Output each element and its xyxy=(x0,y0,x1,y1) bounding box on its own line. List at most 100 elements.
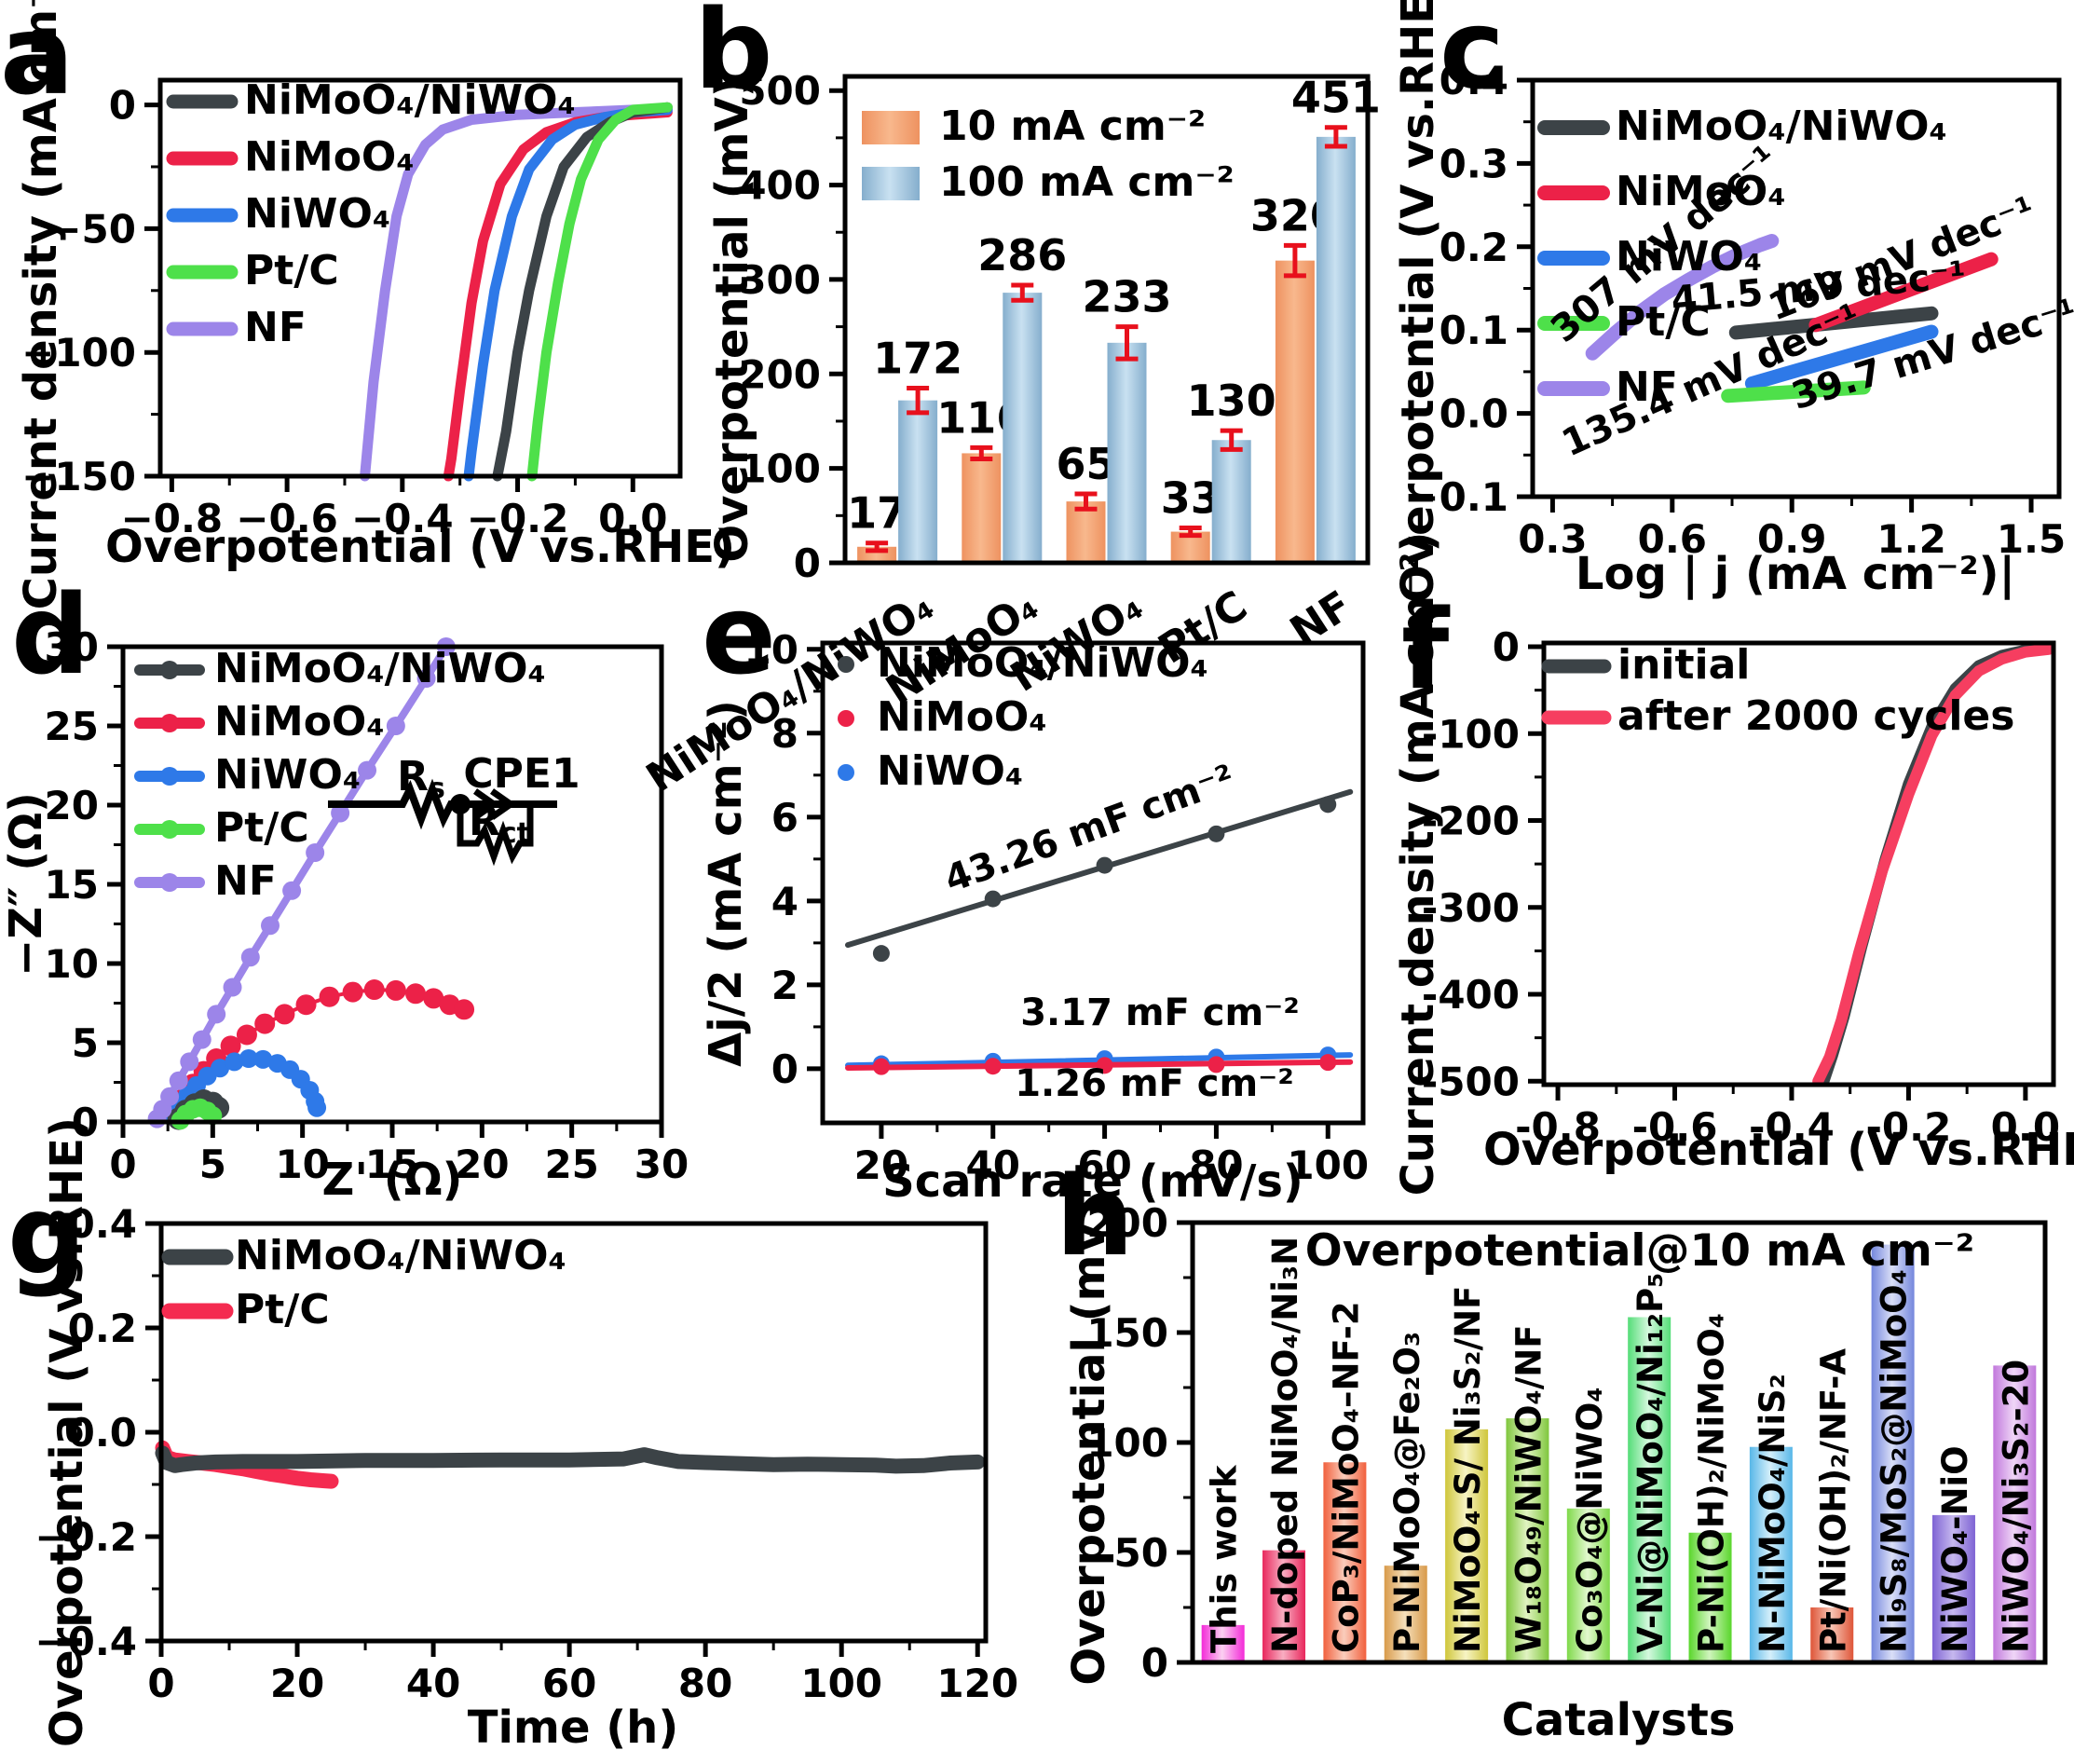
svg-text:Log | j (mA cm⁻²)|: Log | j (mA cm⁻²)| xyxy=(1576,548,2015,600)
svg-text:50: 50 xyxy=(1114,1530,1168,1576)
panel-b-overpotential-bars: b 17 172 NiMoO₄/NiWO₄ 116 286 NiMoO₄ 65 233 NiWO… xyxy=(638,0,1388,802)
svg-text:0.1: 0.1 xyxy=(1440,308,1508,353)
svg-text:NiWO₄: NiWO₄ xyxy=(877,747,1023,795)
svg-text:Overpotential (V vs.RHE): Overpotential (V vs.RHE) xyxy=(41,1117,93,1747)
capacitance-chart: 20 40 60 80 100 0 2 4 6 8 10 Scan rate (mV/s) Δj/2 (… xyxy=(700,627,1369,1208)
panel-letter-a: a xyxy=(0,0,75,119)
svg-text:0: 0 xyxy=(794,540,821,586)
svg-text:-200: -200 xyxy=(1422,799,1520,844)
svg-text:NiMoO₄/NiWO₄: NiMoO₄/NiWO₄ xyxy=(214,645,546,692)
svg-text:−0.6: −0.6 xyxy=(236,496,338,541)
svg-text:100: 100 xyxy=(800,1661,882,1706)
svg-text:20: 20 xyxy=(455,1142,509,1187)
svg-text:NiMoO₄: NiMoO₄ xyxy=(244,133,415,181)
svg-text:−0.8: −0.8 xyxy=(121,496,224,541)
svg-text:−100: −100 xyxy=(21,330,136,376)
svg-text:Co₃O₄@NiWO₄: Co₃O₄@NiWO₄ xyxy=(1570,1387,1610,1653)
svg-text:-0.4: -0.4 xyxy=(1749,1104,1835,1150)
panel-letter-b: b xyxy=(694,0,773,114)
svg-text:40: 40 xyxy=(406,1661,460,1706)
svg-text:after 2000 cycles: after 2000 cycles xyxy=(1617,692,2014,740)
panel-letter-f: f xyxy=(1401,585,1450,714)
svg-text:-500: -500 xyxy=(1422,1059,1520,1104)
svg-text:0.6: 0.6 xyxy=(1638,516,1707,562)
svg-text:15: 15 xyxy=(365,1142,419,1187)
svg-text:−Z″ (Ω): −Z″ (Ω) xyxy=(0,792,52,977)
svg-text:CPE1: CPE1 xyxy=(463,750,580,798)
svg-text:Z' (Ω): Z' (Ω) xyxy=(322,1154,463,1206)
svg-text:2: 2 xyxy=(771,963,798,1008)
svg-text:NiMoO₄/NiWO₄: NiMoO₄/NiWO₄ xyxy=(244,76,576,124)
svg-text:Pt/C: Pt/C xyxy=(235,1286,330,1333)
svg-text:30: 30 xyxy=(45,624,99,670)
svg-text:NiMoO₄: NiMoO₄ xyxy=(877,693,1047,741)
panel-letter-c: c xyxy=(1440,0,1505,114)
svg-text:0: 0 xyxy=(109,83,136,129)
svg-text:120: 120 xyxy=(936,1661,1018,1706)
svg-text:5: 5 xyxy=(72,1020,99,1066)
svg-text:20: 20 xyxy=(270,1661,324,1706)
svg-text:10 mA cm⁻²: 10 mA cm⁻² xyxy=(939,103,1206,150)
svg-text:0: 0 xyxy=(147,1661,174,1706)
svg-text:0.4: 0.4 xyxy=(1440,58,1508,103)
panel-g-chronopotentiometry: g 0 20 40 60 80 100 120 0.4 0.2 0.0 −0.2 −0.4 Time (… xyxy=(0,1117,1025,1764)
svg-text:Ni₉S₈/MoS₂@NiMoO₄: Ni₉S₈/MoS₂@NiMoO₄ xyxy=(1875,1269,1915,1653)
svg-text:1.26 mF cm⁻²: 1.26 mF cm⁻² xyxy=(1015,1062,1294,1105)
svg-text:−0.4: −0.4 xyxy=(34,1619,137,1664)
svg-text:0.0: 0.0 xyxy=(1991,1104,2060,1150)
panel-letter-h: h xyxy=(1056,1152,1135,1280)
svg-text:NiWO₄/Ni₃S₂-20: NiWO₄/Ni₃S₂-20 xyxy=(1996,1360,2036,1653)
svg-text:Overpotential (mV): Overpotential (mV) xyxy=(1063,1199,1115,1685)
svg-text:40: 40 xyxy=(966,1142,1020,1188)
svg-text:-0.6: -0.6 xyxy=(1632,1104,1718,1150)
svg-text:V-Ni@NiMoO₄/Ni₁₂P₅: V-Ni@NiMoO₄/Ni₁₂P₅ xyxy=(1631,1273,1671,1653)
svg-text:−150: −150 xyxy=(21,454,136,499)
svg-text:0.0: 0.0 xyxy=(68,1410,137,1456)
svg-text:-300: -300 xyxy=(1422,885,1520,931)
svg-text:30: 30 xyxy=(634,1142,689,1187)
svg-text:NiMoO₄-S/ Ni₃S₂/NF: NiMoO₄-S/ Ni₃S₂/NF xyxy=(1448,1286,1488,1653)
svg-text:-100: -100 xyxy=(1422,711,1520,757)
svg-text:CoP₃/NiMoO₄–NF-2: CoP₃/NiMoO₄–NF-2 xyxy=(1326,1301,1366,1653)
svg-text:17: 17 xyxy=(847,488,907,539)
svg-text:N-NiMoO₄/NiS₂: N-NiMoO₄/NiS₂ xyxy=(1753,1374,1793,1653)
svg-text:Catalysts: Catalysts xyxy=(1502,1694,1736,1746)
svg-text:60: 60 xyxy=(1077,1142,1131,1188)
svg-text:0.2: 0.2 xyxy=(68,1306,137,1351)
svg-text:NiWO₄: NiWO₄ xyxy=(244,190,390,238)
svg-text:100: 100 xyxy=(1287,1142,1369,1188)
panel-e-cdl: e 20 40 60 80 100 0 2 4 6 8 10 Scan rate (mV/s) Δj/2… xyxy=(694,578,1398,1208)
svg-text:150: 150 xyxy=(1086,1310,1168,1356)
svg-text:4: 4 xyxy=(771,879,798,924)
svg-text:P-Ni(OH)₂/NiMoO₄: P-Ni(OH)₂/NiMoO₄ xyxy=(1692,1313,1732,1653)
panel-letter-g: g xyxy=(7,1170,87,1299)
svg-text:100: 100 xyxy=(739,446,821,492)
svg-text:NiMoO₄/NiWO₄: NiMoO₄/NiWO₄ xyxy=(877,639,1208,687)
svg-text:80: 80 xyxy=(678,1661,732,1706)
nyquist-chart: 0 5 10 15 20 25 30 0 5 10 15 20 25 30 Z' (Ω) −Z″ (Ω) NiM… xyxy=(0,624,689,1206)
svg-text:-0.8: -0.8 xyxy=(1515,1104,1601,1150)
svg-text:Pt/C: Pt/C xyxy=(214,804,309,852)
svg-text:33: 33 xyxy=(1161,472,1221,523)
catalyst-comparison-bar-chart: This work N-doped NiMoO₄/Ni₃N CoP₃/NiMoO₄–… xyxy=(1063,1199,2048,1746)
svg-text:20: 20 xyxy=(854,1142,908,1188)
svg-text:W₁₈O₄₉/NiWO₄/NF: W₁₈O₄₉/NiWO₄/NF xyxy=(1508,1325,1549,1653)
svg-text:65: 65 xyxy=(1056,439,1115,489)
svg-text:initial: initial xyxy=(1617,641,1750,689)
svg-text:0: 0 xyxy=(1141,1640,1168,1686)
svg-text:0.4: 0.4 xyxy=(68,1201,137,1247)
svg-text:200: 200 xyxy=(739,351,821,397)
panel-d-nyquist: d 0 5 10 15 20 25 30 0 5 10 15 20 25 30 Z' (Ω) −Z″ (Ω) N… xyxy=(0,578,689,1207)
svg-text:Time (h): Time (h) xyxy=(468,1702,679,1754)
svg-text:400: 400 xyxy=(739,163,821,209)
svg-text:Current density (mA cm⁻²): Current density (mA cm⁻²) xyxy=(1392,532,1444,1197)
stability-lsv-chart: -0.8 -0.6 -0.4 -0.2 0.0 0 -100 -200 -300 -400 -500… xyxy=(1392,532,2074,1197)
svg-text:Pt/C: Pt/C xyxy=(244,247,339,294)
svg-text:NiWO₄-NiO: NiWO₄-NiO xyxy=(1935,1445,1975,1653)
svg-text:Scan rate (mV/s): Scan rate (mV/s) xyxy=(882,1155,1303,1208)
svg-text:1.2: 1.2 xyxy=(1876,516,1945,562)
svg-text:NF: NF xyxy=(1616,363,1678,411)
svg-text:172: 172 xyxy=(873,333,962,383)
svg-text:Pt/Ni(OH)₂/NF-A: Pt/Ni(OH)₂/NF-A xyxy=(1813,1348,1853,1653)
